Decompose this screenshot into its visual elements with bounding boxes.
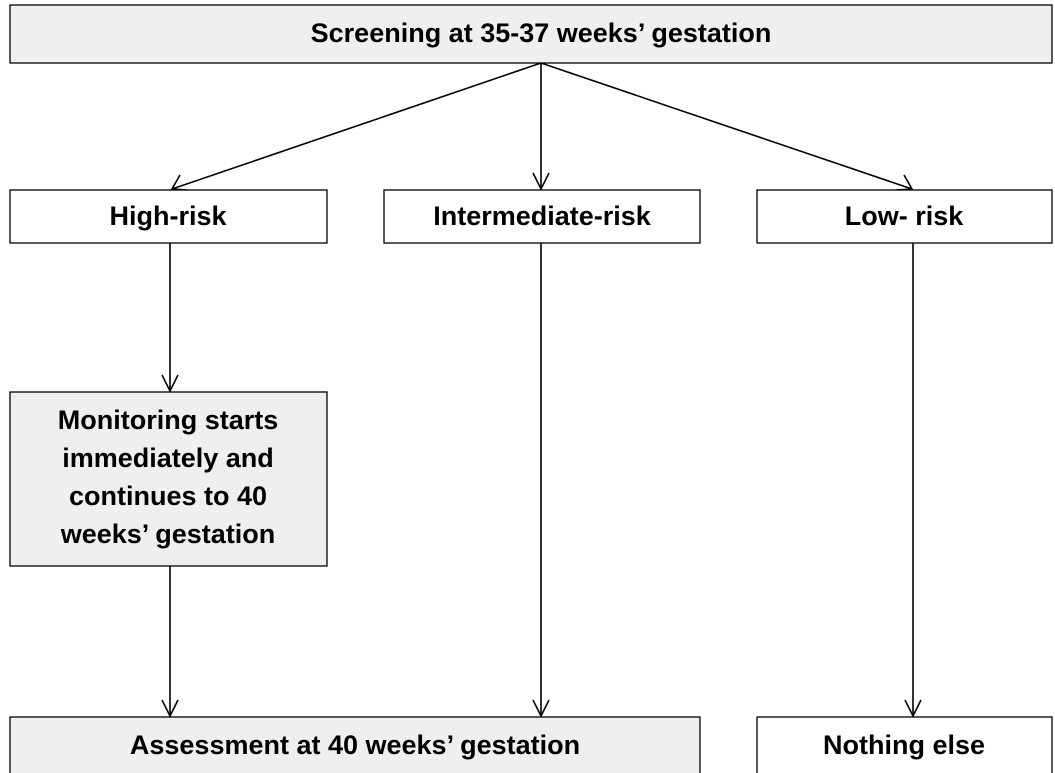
arrowhead [532,699,550,718]
arrowhead [532,172,550,191]
node-label: Intermediate-risk [433,201,652,231]
intermediate-risk-box [383,189,701,244]
monitoring-box [9,391,328,567]
node-label-line: weeks’ gestation [60,519,276,549]
screening-box [9,4,1053,64]
arrows [161,62,922,718]
node-label-line: Monitoring starts [58,405,279,435]
node-label: Screening at 35-37 weeks’ gestation [311,18,772,48]
arrow [540,62,913,190]
node-label: Nothing else [823,730,985,760]
node-label: Assessment at 40 weeks’ gestation [130,730,580,760]
node-label-line: immediately and [62,443,274,473]
nothing-else-box [756,716,1053,773]
low-risk-box [756,189,1053,244]
arrow [171,62,542,190]
node-label: High-risk [109,201,227,231]
node-label-line: continues to 40 [69,481,267,511]
arrowhead [161,699,179,718]
assessment-box [9,716,701,773]
high-risk-box [9,189,328,244]
node-label: Low- risk [845,201,965,231]
arrowhead [161,374,179,393]
arrowhead [904,699,922,718]
